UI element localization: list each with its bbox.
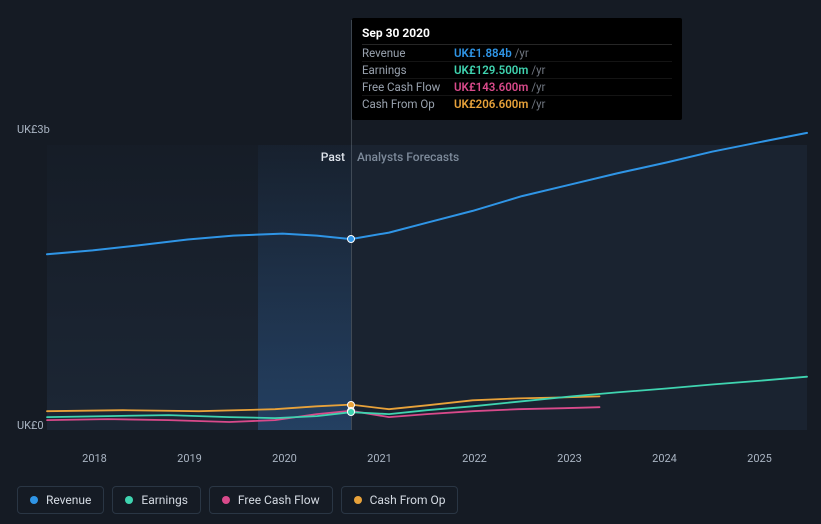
tooltip-suffix: /yr xyxy=(515,46,529,60)
legend-label: Revenue xyxy=(46,493,91,507)
legend-label: Earnings xyxy=(141,493,188,507)
tooltip-value: UK£1.884b xyxy=(454,46,512,60)
x-tick-2021: 2021 xyxy=(367,452,392,465)
x-tick-2019: 2019 xyxy=(177,452,202,465)
tooltip-suffix: /yr xyxy=(531,80,545,94)
legend-dot-icon xyxy=(30,496,38,504)
x-tick-2020: 2020 xyxy=(272,452,297,465)
tooltip-suffix: /yr xyxy=(531,63,545,77)
x-tick-2018: 2018 xyxy=(82,452,107,465)
legend-label: Free Cash Flow xyxy=(238,493,320,507)
x-axis: 2018 2019 2020 2021 2022 2023 2024 2025 xyxy=(47,445,807,465)
y-tick-bottom: UK£0 xyxy=(17,419,44,432)
tooltip-suffix: /yr xyxy=(531,97,545,111)
tooltip-row-free-cash-flow: Free Cash FlowUK£143.600m/yr xyxy=(362,78,672,95)
legend-item-earnings[interactable]: Earnings xyxy=(112,486,201,514)
legend-item-revenue[interactable]: Revenue xyxy=(17,486,104,514)
tooltip: Sep 30 2020 RevenueUK£1.884b/yrEarningsU… xyxy=(352,18,682,120)
marker-revenue xyxy=(347,235,355,243)
tooltip-value: UK£143.600m xyxy=(454,80,528,94)
y-tick-top: UK£3b xyxy=(17,123,50,136)
legend-dot-icon xyxy=(125,496,133,504)
tooltip-label: Cash From Op xyxy=(362,97,454,111)
tooltip-row-earnings: EarningsUK£129.500m/yr xyxy=(362,61,672,78)
tooltip-label: Earnings xyxy=(362,63,454,77)
legend-dot-icon xyxy=(354,496,362,504)
tooltip-row-revenue: RevenueUK£1.884b/yr xyxy=(362,44,672,61)
tooltip-value: UK£129.500m xyxy=(454,63,528,77)
legend-item-cash_from_op[interactable]: Cash From Op xyxy=(341,486,459,514)
x-tick-2025: 2025 xyxy=(747,452,772,465)
legend-item-free_cash_flow[interactable]: Free Cash Flow xyxy=(209,486,333,514)
x-tick-2023: 2023 xyxy=(557,452,582,465)
x-tick-2022: 2022 xyxy=(462,452,487,465)
tooltip-row-cash-from-op: Cash From OpUK£206.600m/yr xyxy=(362,95,672,112)
tooltip-date: Sep 30 2020 xyxy=(362,26,672,40)
legend-dot-icon xyxy=(222,496,230,504)
legend: Revenue Earnings Free Cash Flow Cash From O… xyxy=(17,486,458,514)
tooltip-value: UK£206.600m xyxy=(454,97,528,111)
marker-earnings xyxy=(347,408,355,416)
tooltip-label: Revenue xyxy=(362,46,454,60)
x-tick-2024: 2024 xyxy=(652,452,677,465)
tooltip-label: Free Cash Flow xyxy=(362,80,454,94)
legend-label: Cash From Op xyxy=(370,493,446,507)
